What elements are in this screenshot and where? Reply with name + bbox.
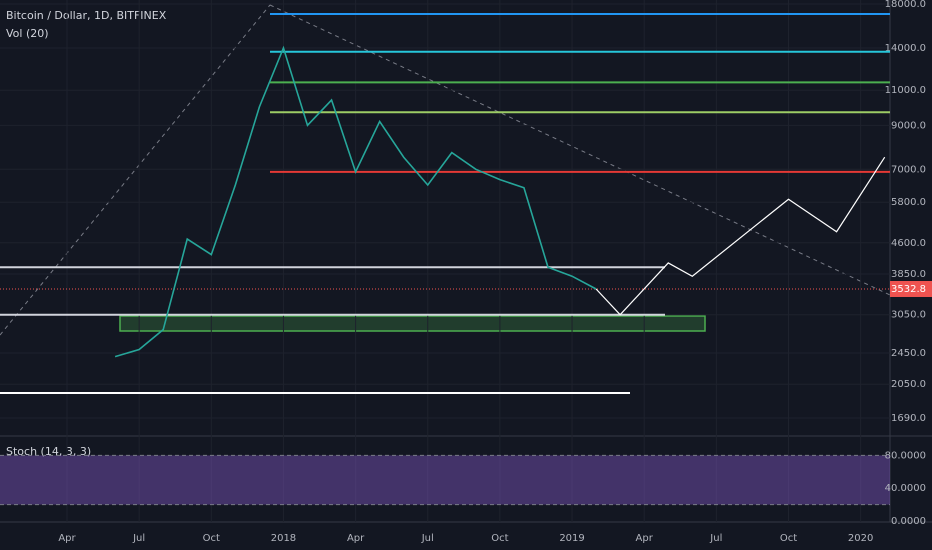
- x-tick-label: Jul: [132, 533, 145, 544]
- trend-line: [0, 4, 271, 336]
- y-tick-label: 1690.0: [891, 413, 926, 424]
- stoch-label: Stoch (14, 3, 3): [6, 445, 91, 458]
- x-tick-label: Oct: [491, 533, 508, 544]
- stoch-tick-label: 80.0000: [885, 450, 926, 461]
- x-tick-label: 2018: [271, 533, 296, 544]
- y-tick-label: 2050.0: [891, 379, 926, 390]
- volume-label: Vol (20): [6, 27, 49, 40]
- x-tick-label: 2019: [559, 533, 584, 544]
- chart-title: Bitcoin / Dollar, 1D, BITFINEX: [6, 9, 167, 22]
- x-tick-label: Apr: [347, 533, 365, 544]
- stoch-tick-label: 40.0000: [885, 483, 926, 494]
- support-zone: [119, 315, 706, 332]
- last-price-box: [890, 280, 932, 297]
- x-tick-label: 2020: [848, 533, 873, 544]
- y-tick-label: 4600.0: [891, 238, 926, 249]
- stoch-band: [0, 455, 890, 505]
- y-tick-label: 11000.0: [885, 85, 926, 96]
- y-tick-label: 2450.0: [891, 348, 926, 359]
- x-tick-label: Oct: [203, 533, 220, 544]
- y-tick-label: 18000.0: [885, 0, 926, 10]
- trend-line: [269, 4, 891, 296]
- y-tick-label: 7000.0: [891, 164, 926, 175]
- y-tick-label: 14000.0: [885, 43, 926, 54]
- x-tick-label: Jul: [421, 533, 434, 544]
- x-tick-label: Oct: [780, 533, 797, 544]
- y-tick-label: 9000.0: [891, 120, 926, 131]
- x-tick-label: Apr: [58, 533, 76, 544]
- y-tick-label: 3850.0: [891, 269, 926, 280]
- y-tick-label: 5800.0: [891, 197, 926, 208]
- stoch-tick-label: 0.0000: [891, 516, 926, 527]
- x-tick-label: Jul: [709, 533, 722, 544]
- last-price-label: 3532.8: [891, 284, 926, 295]
- x-tick-label: Apr: [636, 533, 654, 544]
- price-line: [114, 45, 597, 358]
- projection-line: [595, 156, 886, 316]
- y-tick-label: 3050.0: [891, 310, 926, 321]
